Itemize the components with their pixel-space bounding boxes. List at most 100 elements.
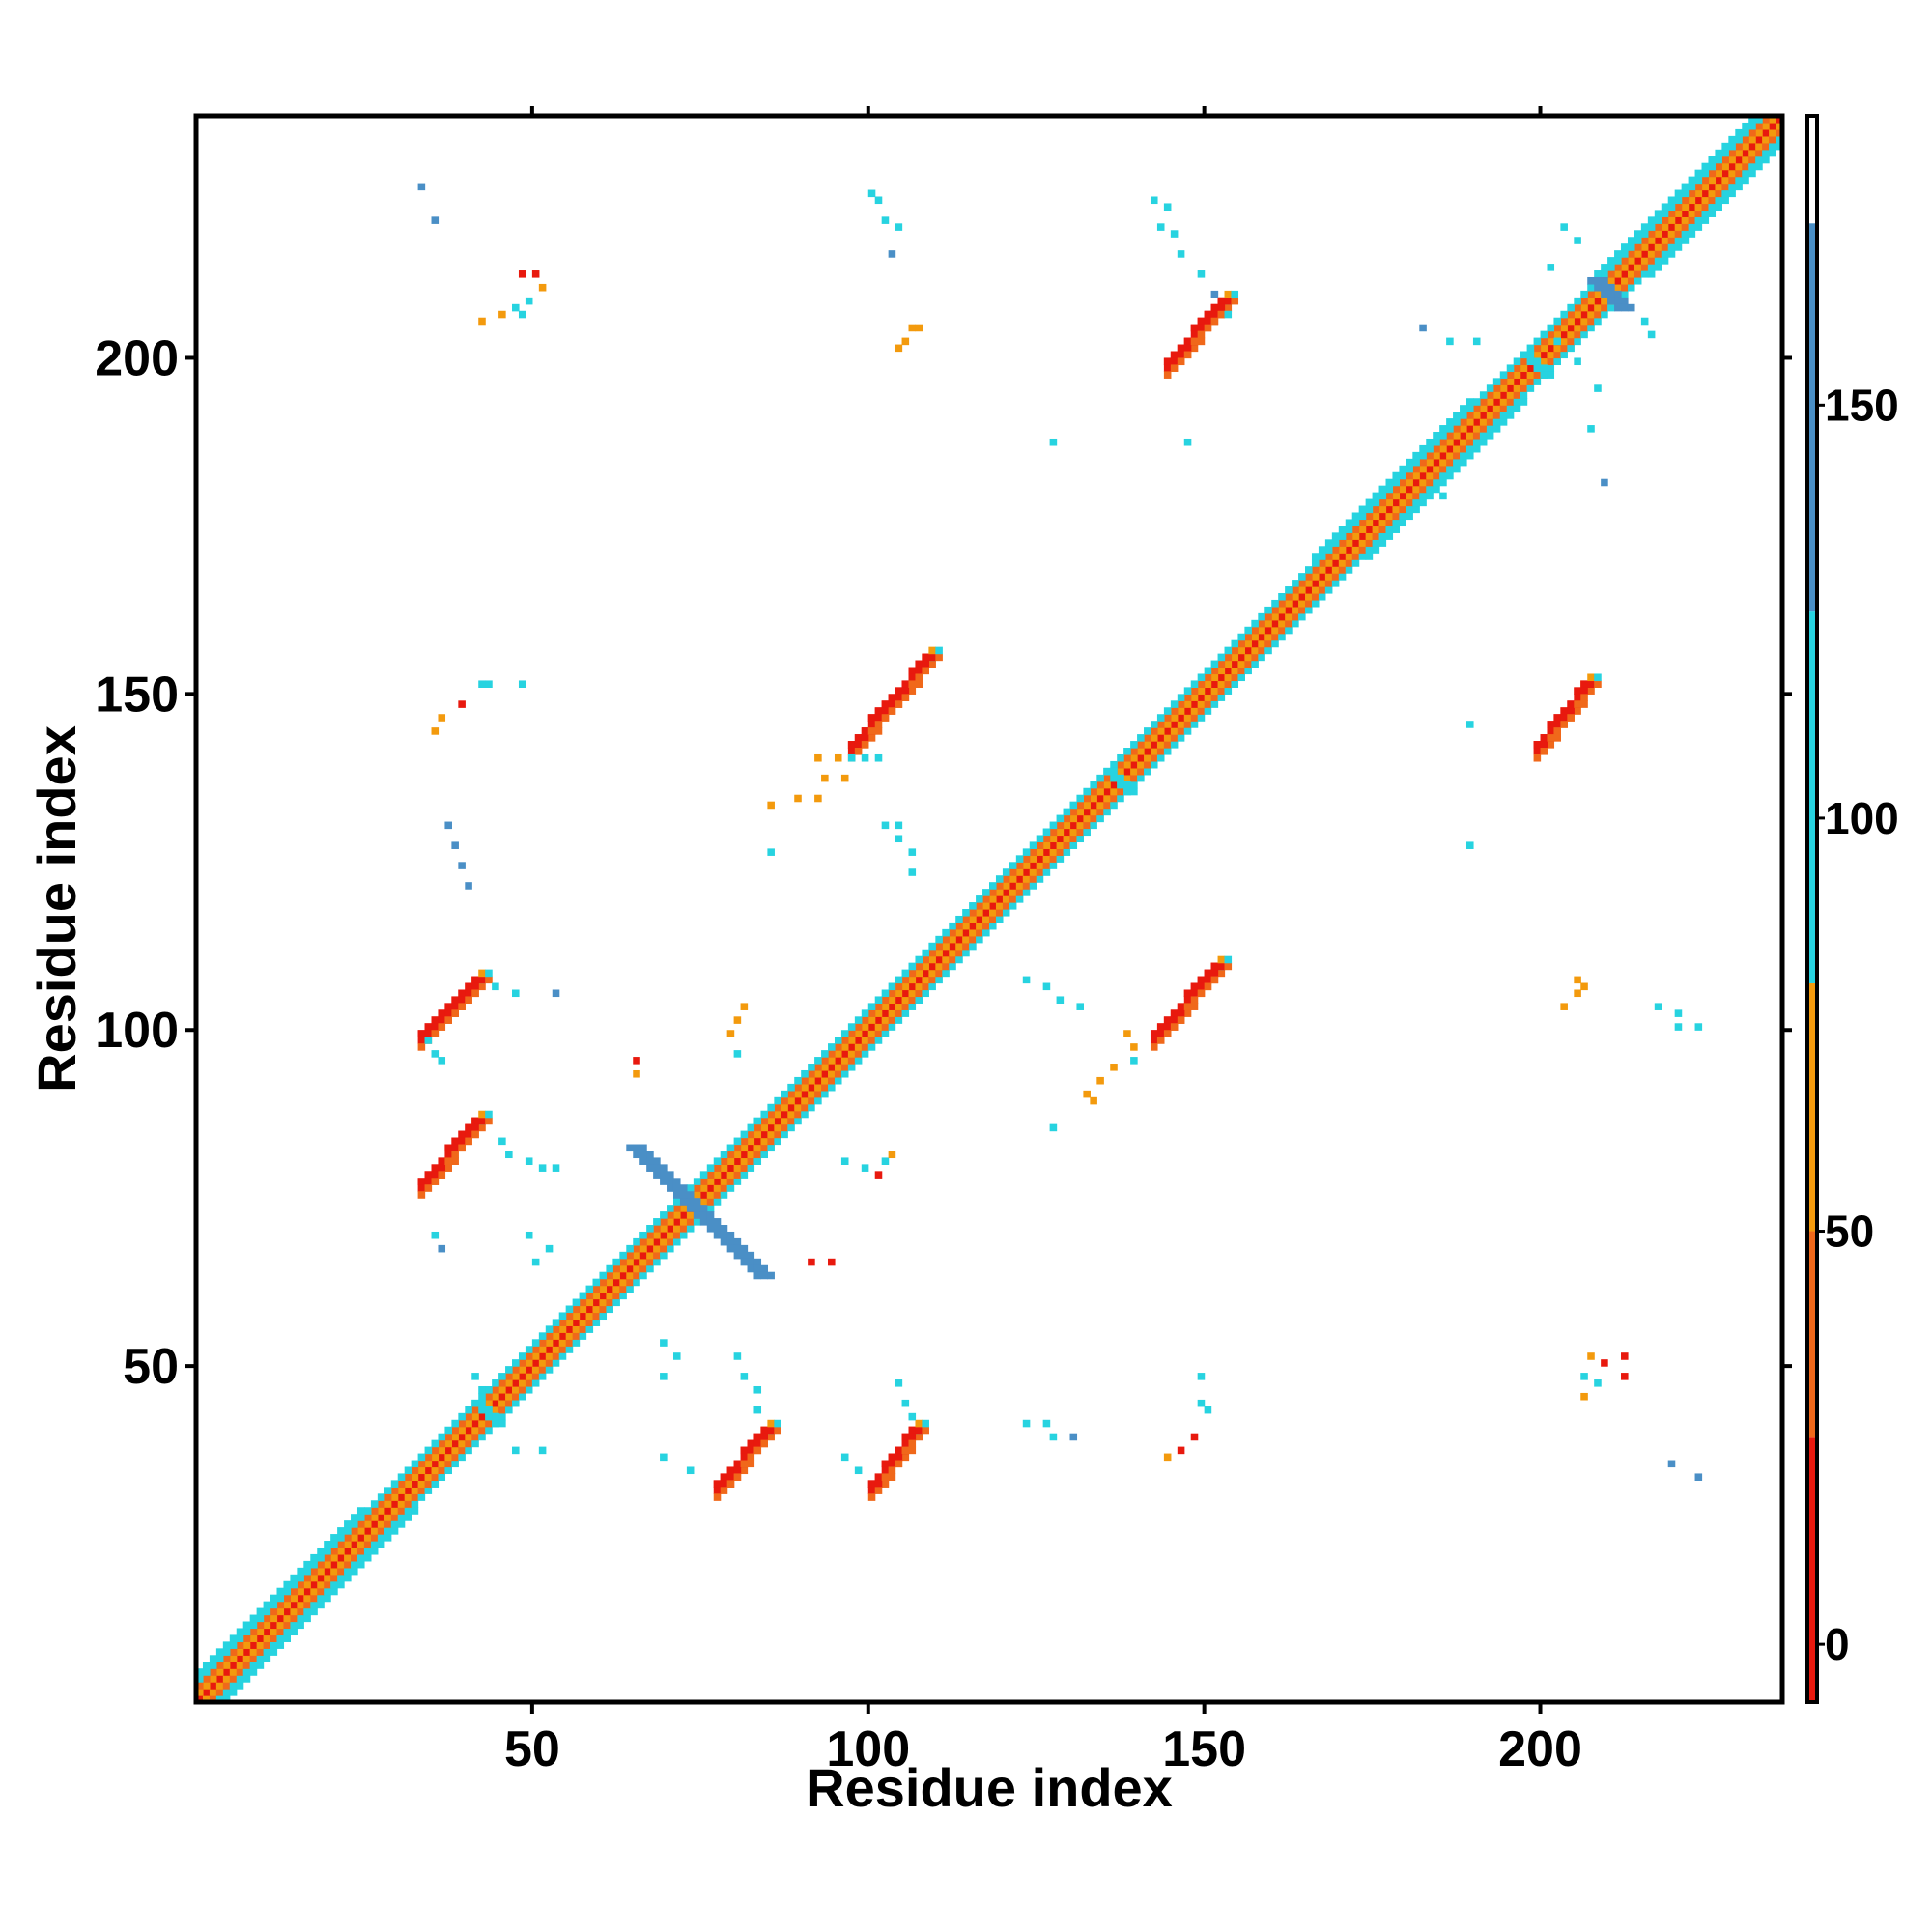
diagonal-cell: [1748, 162, 1756, 171]
diagonal-cell: [1721, 156, 1729, 164]
diagonal-cell: [531, 1373, 540, 1380]
diagonal-cell: [1553, 351, 1561, 359]
diagonal-cell: [1358, 505, 1367, 514]
contact-point: [1465, 841, 1474, 849]
diagonal-cell: [1365, 546, 1374, 554]
segment-cell: [908, 1433, 917, 1441]
diagonal-cell: [458, 1419, 466, 1428]
diagonal-cell: [1735, 156, 1743, 164]
diagonal-cell: [1063, 828, 1071, 837]
diagonal-cell: [821, 1064, 829, 1071]
diagonal-cell: [404, 1507, 412, 1515]
diagonal-cell: [1406, 512, 1413, 521]
segment-cell: [424, 1023, 433, 1031]
segment-cell: [1204, 317, 1212, 326]
diagonal-cell: [840, 1037, 849, 1044]
diagonal-cell: [1170, 700, 1179, 708]
diagonal-cell: [693, 1184, 701, 1192]
diagonal-cell: [1426, 465, 1434, 473]
diagonal-cell: [370, 1547, 379, 1555]
segment-cell: [854, 741, 863, 749]
diagonal-cell: [1130, 748, 1138, 755]
diagonal-cell: [808, 1083, 815, 1092]
diagonal-cell: [525, 1359, 533, 1367]
diagonal-cell: [1433, 458, 1440, 467]
diagonal-cell: [1486, 432, 1494, 440]
diagonal-cell: [949, 962, 956, 971]
diagonal-cell: [962, 935, 970, 944]
diagonal-cell: [733, 1178, 742, 1185]
diagonal-cell: [498, 1385, 506, 1394]
diagonal-cell: [720, 1184, 728, 1192]
diagonal-cell: [337, 1534, 345, 1542]
diagonal-cell: [351, 1547, 358, 1555]
diagonal-cell: [1627, 283, 1635, 292]
diagonal-cell: [370, 1500, 379, 1508]
segment-cell: [1210, 969, 1219, 978]
diagonal-cell: [1654, 250, 1662, 258]
diagonal-cell: [1144, 741, 1151, 749]
contact-point: [821, 774, 829, 782]
diagonal-cell: [215, 1668, 224, 1676]
diagonal-cell: [1231, 660, 1239, 668]
diagonal-cell: [236, 1641, 244, 1649]
diagonal-cell: [202, 1662, 211, 1669]
segment-cell: [653, 1157, 661, 1165]
diagonal-cell: [1499, 398, 1508, 406]
diagonal-cell: [1742, 142, 1749, 151]
segment-cell: [1183, 1009, 1192, 1017]
diagonal-cell: [1392, 471, 1401, 480]
diagonal-cell: [1117, 753, 1124, 762]
diagonal-cell: [1647, 257, 1656, 265]
diagonal-cell: [1446, 418, 1454, 426]
diagonal-cell: [908, 1003, 917, 1010]
diagonal-cell: [1640, 270, 1649, 278]
diagonal-cell: [1433, 478, 1440, 487]
segment-cell: [733, 1466, 742, 1475]
segment-cell: [660, 1171, 668, 1179]
diagonal-cell: [1285, 619, 1293, 628]
diagonal-cell: [431, 1439, 440, 1448]
diagonal-cell: [1231, 653, 1239, 662]
diagonal-cell: [1506, 384, 1515, 392]
segment-cell: [699, 1211, 708, 1219]
diagonal-cell: [713, 1178, 722, 1185]
diagonal-cell: [962, 915, 970, 923]
diagonal-cell: [512, 1392, 520, 1401]
segment-cell: [1197, 324, 1206, 332]
diagonal-cell: [1311, 592, 1320, 601]
diagonal-cell: [505, 1385, 513, 1394]
diagonal-cell: [1453, 444, 1461, 453]
diagonal-cell: [1318, 566, 1326, 574]
diagonal-cell: [1324, 586, 1333, 594]
segment-cell: [693, 1205, 701, 1212]
contact-point: [1056, 996, 1065, 1005]
diagonal-cell: [1439, 425, 1447, 433]
segment-cell: [1540, 371, 1548, 379]
diagonal-cell: [377, 1507, 385, 1515]
diagonal-cell: [276, 1607, 285, 1616]
diagonal-cell: [1769, 135, 1776, 144]
diagonal-cell: [1479, 391, 1488, 399]
diagonal-cell: [854, 1050, 863, 1058]
diagonal-cell: [1292, 599, 1299, 608]
diagonal-cell: [840, 1050, 849, 1058]
diagonal-cell: [1144, 748, 1151, 755]
diagonal-cell: [1634, 270, 1642, 278]
diagonal-cell: [579, 1332, 587, 1340]
diagonal-cell: [1755, 149, 1763, 157]
diagonal-cell: [969, 902, 977, 910]
diagonal-cell: [545, 1339, 554, 1347]
diagonal-cell: [1305, 580, 1313, 587]
diagonal-cell: [397, 1500, 406, 1508]
diagonal-cell: [1701, 210, 1710, 217]
segment-cell: [706, 1218, 715, 1226]
diagonal-cell: [720, 1191, 728, 1199]
diagonal-cell: [242, 1655, 251, 1662]
diagonal-cell: [1446, 465, 1454, 473]
colorbar-tick-label: 100: [1825, 793, 1899, 843]
diagonal-cell: [465, 1433, 472, 1441]
segment-cell: [760, 1439, 768, 1448]
diagonal-cell: [1385, 498, 1394, 507]
diagonal-cell: [949, 942, 956, 951]
